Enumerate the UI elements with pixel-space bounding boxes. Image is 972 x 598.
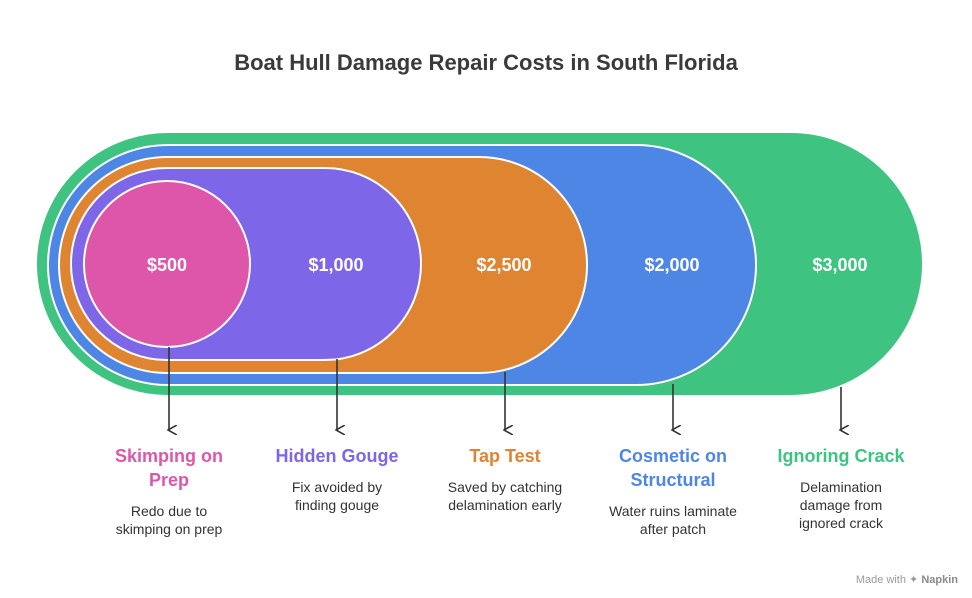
- footer-brand: Napkin: [921, 574, 958, 586]
- stage-description: Saved by catching delamination early: [447, 479, 563, 513]
- stage-description: Redo due to skimping on prep: [115, 503, 223, 537]
- stage-label-hidden-gouge: Hidden Gouge Fix avoided by finding goug…: [252, 444, 422, 514]
- stage-shape-skimping-on-prep: [83, 180, 251, 348]
- stage-label-cosmetic-on-structural: Cosmetic on Structural Water ruins lamin…: [588, 444, 758, 538]
- stage-label-tap-test: Tap Test Saved by catching delamination …: [420, 444, 590, 514]
- stage-title: Cosmetic on Structural: [618, 446, 728, 490]
- stage-title: Hidden Gouge: [275, 446, 399, 466]
- stage-description: Water ruins laminate after patch: [609, 503, 737, 537]
- stage-label-skimping-on-prep: Skimping on Prep Redo due to skimping on…: [84, 444, 254, 538]
- napkin-logo-icon: ✦: [909, 574, 919, 586]
- stage-description: Fix avoided by finding gouge: [291, 479, 383, 513]
- stage-title: Tap Test: [469, 446, 541, 466]
- cost-label-hidden-gouge: $1,000: [308, 255, 363, 275]
- footer-prefix: Made with: [855, 574, 906, 586]
- stage-label-ignoring-crack: Ignoring Crack Delamination damage from …: [756, 444, 926, 532]
- stage-title: Ignoring Crack: [777, 446, 905, 466]
- cost-label-tap-test: $2,500: [476, 255, 531, 275]
- stage-title: Skimping on Prep: [115, 446, 223, 490]
- made-with-footer: Made with ✦ Napkin: [856, 573, 958, 586]
- stage-description: Delamination damage from ignored crack: [798, 479, 884, 531]
- cost-label-skimping-on-prep: $500: [147, 255, 187, 275]
- cost-label-ignoring-crack: $3,000: [812, 255, 867, 275]
- cost-label-cosmetic-on-structural: $2,000: [644, 255, 699, 275]
- page-title: Boat Hull Damage Repair Costs in South F…: [234, 50, 738, 75]
